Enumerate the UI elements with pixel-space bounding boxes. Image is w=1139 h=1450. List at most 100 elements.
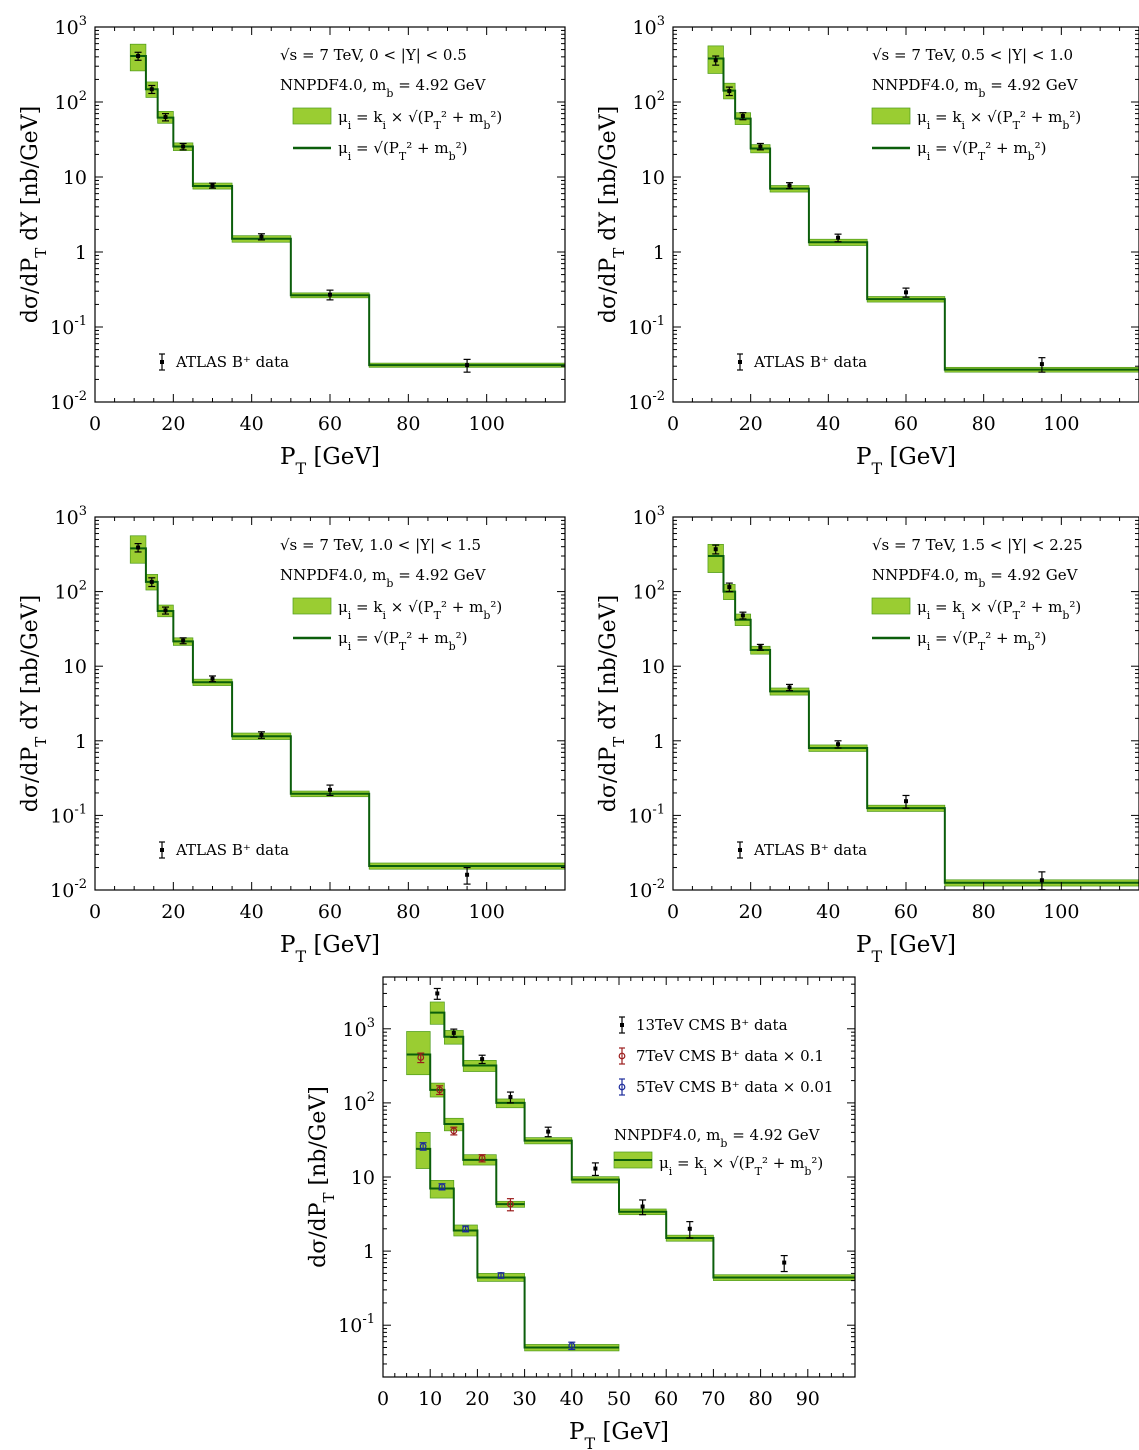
y-tick-label: 103: [55, 504, 87, 529]
data-point-main-2: [739, 611, 747, 620]
x-axis-label: PT [GeV]: [856, 932, 956, 966]
y-tick-label: 10-2: [628, 877, 665, 902]
data-point-main-1: [725, 582, 733, 593]
data-point-s0-2: [478, 1054, 486, 1065]
legend-band-label: μi = ki × √(PT² + mb²): [917, 598, 1081, 622]
legend-line-label: μi = √(PT² + mb²): [917, 629, 1047, 653]
data-point-main-7: [1038, 357, 1046, 373]
legend-band-label: μi = ki × √(PT² + mb²): [659, 1154, 823, 1178]
data-point-main-6: [326, 784, 334, 797]
data-point-s2-3: [497, 1272, 505, 1279]
data-point-main-0: [134, 51, 142, 61]
y-axis-label: dσ/dPT [nb/GeV]: [306, 1086, 338, 1268]
central-line-s0: [430, 1011, 855, 1279]
y-tick-label: 10-1: [628, 802, 665, 827]
y-tick-label: 103: [633, 504, 665, 529]
energy-rapidity-annotation: √s = 7 TeV, 1.5 < |Y| < 2.25: [872, 536, 1083, 554]
data-point-main-3: [179, 637, 187, 645]
data-point-main-0: [712, 55, 720, 66]
data-point-main-5: [257, 233, 265, 241]
y-tick-label: 102: [55, 89, 87, 114]
y-tick-label: 1: [75, 242, 87, 264]
legend-label-s1: 7TeV CMS B⁺ data × 0.1: [636, 1047, 824, 1065]
x-tick-label: 20: [739, 413, 763, 435]
data-point-s2-0: [419, 1142, 427, 1151]
x-tick-label: 90: [796, 1388, 820, 1410]
y-tick-label: 1: [653, 731, 665, 753]
x-tick-label: 80: [749, 1388, 773, 1410]
x-tick-label: 0: [377, 1388, 389, 1410]
y-tick-label: 10-2: [50, 389, 87, 414]
x-tick-label: 100: [1043, 413, 1079, 435]
y-tick-label: 1: [653, 242, 665, 264]
y-tick-label: 10: [351, 1167, 375, 1189]
legend-marker-s0: [619, 1016, 625, 1034]
y-axis-label: dσ/dPT dY [nb/GeV]: [18, 106, 50, 323]
x-tick-label: 40: [816, 413, 840, 435]
legend-data-marker: [159, 841, 165, 859]
y-tick-label: 103: [55, 14, 87, 39]
panel-atlas-1.5-to-2.25: 0 20 40 60 80 100 10-2 10-1 1 10 102 103 PT [GeV] dσ/…: [596, 504, 1139, 966]
legend-marker-s2: [618, 1078, 626, 1096]
y-tick-label: 10-2: [50, 877, 87, 902]
data-point-main-5: [257, 731, 265, 739]
y-tick-label: 102: [55, 579, 87, 604]
x-tick-label: 40: [560, 1388, 584, 1410]
data-point-main-5: [834, 233, 842, 243]
data-point-main-2: [162, 113, 169, 122]
y-tick-label: 10-1: [628, 314, 665, 339]
x-tick-label: 20: [161, 413, 185, 435]
y-tick-label: 102: [343, 1090, 375, 1115]
data-point-main-4: [786, 683, 793, 692]
panel-atlas-1.0-to-1.5: 0 20 40 60 80 100 10-2 10-1 1 10 102 103 PT [GeV] dσ/…: [18, 504, 566, 966]
x-tick-label: 30: [513, 1388, 537, 1410]
y-axis-label: dσ/dPT dY [nb/GeV]: [596, 106, 628, 323]
data-point-main-1: [725, 86, 733, 97]
y-tick-label: 10: [641, 656, 665, 678]
data-point-main-7: [463, 866, 471, 885]
data-point-main-6: [902, 287, 910, 298]
data-point-s2-4: [568, 1341, 576, 1351]
x-tick-label: 10: [418, 1388, 442, 1410]
y-tick-label: 1: [75, 731, 87, 753]
energy-rapidity-annotation: √s = 7 TeV, 0.5 < |Y| < 1.0: [872, 46, 1073, 64]
legend-label-s0: 13TeV CMS B⁺ data: [636, 1016, 788, 1034]
x-tick-label: 40: [816, 901, 840, 923]
panel-atlas-0.5-to-1.0: 0 20 40 60 80 100 10-2 10-1 1 10 102 103 PT [GeV] dσ/…: [596, 14, 1139, 478]
legend-band-swatch: [292, 107, 332, 125]
x-tick-label: 40: [240, 413, 264, 435]
data-point-s1-2: [450, 1126, 458, 1136]
x-tick-label: 60: [894, 413, 918, 435]
energy-rapidity-annotation: √s = 7 TeV, 1.0 < |Y| < 1.5: [280, 536, 481, 554]
legend-line-label: μi = √(PT² + mb²): [338, 629, 468, 653]
legend-data-label: ATLAS B⁺ data: [175, 353, 289, 371]
panel-atlas-0-to-0.5: 0 20 40 60 80 100 10-2 10-1 1 10 102 103 PT [GeV] dσ/…: [18, 14, 566, 478]
legend-data-marker: [737, 841, 743, 859]
data-point-s1-4: [506, 1198, 514, 1212]
central-line-main: [707, 57, 1139, 371]
x-axis-label: PT [GeV]: [569, 1419, 669, 1450]
x-tick-label: 20: [161, 901, 185, 923]
data-point-s0-1: [450, 1028, 458, 1038]
y-axis-label: dσ/dPT dY [nb/GeV]: [596, 595, 628, 812]
data-point-main-3: [756, 643, 764, 651]
data-point-main-2: [162, 606, 169, 615]
data-point-main-1: [148, 84, 156, 95]
legend-label-s2: 5TeV CMS B⁺ data × 0.01: [636, 1078, 833, 1096]
pdf-mass-annotation: NNPDF4.0, mb = 4.92 GeV: [872, 566, 1079, 590]
legend-data-label: ATLAS B⁺ data: [753, 353, 867, 371]
x-tick-label: 100: [469, 413, 505, 435]
x-tick-label: 80: [396, 901, 420, 923]
x-tick-label: 0: [667, 901, 679, 923]
x-tick-label: 60: [894, 901, 918, 923]
legend-band-label: μi = ki × √(PT² + mb²): [917, 108, 1081, 132]
x-tick-label: 100: [1043, 901, 1079, 923]
y-tick-label: 102: [633, 579, 665, 604]
legend-line-label: μi = √(PT² + mb²): [338, 139, 468, 163]
data-point-main-6: [902, 794, 910, 809]
x-tick-label: 100: [469, 901, 505, 923]
data-point-main-0: [712, 544, 720, 555]
legend-line-label: μi = √(PT² + mb²): [917, 139, 1047, 163]
y-tick-label: 10-1: [50, 314, 87, 339]
